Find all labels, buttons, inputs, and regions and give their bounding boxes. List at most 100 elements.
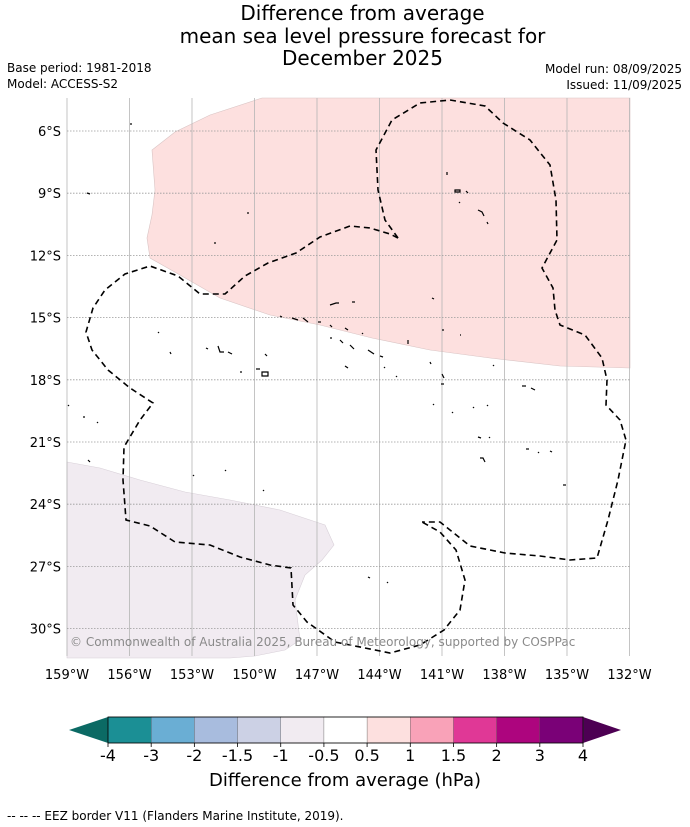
island-markers [67,123,566,584]
island-marker [454,189,461,193]
colorbar-tick-label: -0.5 [308,746,339,765]
island-marker [87,459,91,463]
longitude-label: 156°W [107,668,151,683]
island-marker [465,190,469,194]
colorbar-swatch [323,716,368,744]
colorbar-tick-label: -1.5 [222,746,253,765]
colorbar-tick-label: 3 [535,746,545,765]
eez-border-west [85,225,466,654]
latitude-label: 21°S [30,436,61,451]
island-marker [431,297,435,300]
island-marker [344,365,349,369]
longitude-label: 147°W [295,668,339,683]
island-marker [488,436,491,439]
island-marker [279,315,283,318]
colorbar: -4 -3 -2 -1.5 -1 -0.5 0.5 1 1.5 2 3 4 [69,716,621,765]
latitude-label: 30°S [30,623,61,638]
colorbar-swatch [539,716,584,744]
longitude-label: 159°W [45,668,89,683]
latitude-label: 27°S [30,560,61,575]
island-marker [486,404,489,407]
meta-left: Base period: 1981-2018 Model: ACCESS-S2 [7,60,152,92]
colorbar-tick-labels: -4 -3 -2 -1.5 -1 -0.5 0.5 1 1.5 2 3 4 [100,743,588,765]
colorbar-tick-label: 4 [578,746,588,765]
colorbar-label: Difference from average (hPa) [208,770,482,791]
title-line-2: mean sea level pressure forecast for [179,23,546,48]
island-marker [86,192,91,195]
island-marker [530,387,536,391]
colorbar-swatch [237,716,282,744]
title-line-3: December 2025 [282,46,443,70]
island-marker [367,576,371,579]
colorbar-tick-label: -4 [100,746,116,765]
island-marker [217,345,224,353]
colorbar-tick-label: 1.5 [441,746,466,765]
latitude-label: 12°S [30,249,61,264]
issued-text: Issued: 11/09/2025 [566,78,682,92]
colorbar-swatch [366,716,411,744]
colorbar-over-arrow [583,717,621,743]
longitude-label: 150°W [232,668,276,683]
colorbar-outline [107,716,584,744]
colorbar-swatch [453,716,498,744]
anomaly-regions [66,97,631,659]
eez-border-east [375,99,627,561]
colorbar-tick-label: 1 [405,746,415,765]
longitude-label: 144°W [357,668,401,683]
island-marker [339,339,344,344]
island-marker [291,317,299,321]
graticule [66,98,630,656]
longitude-label: 132°W [607,668,651,683]
island-marker [451,411,454,414]
colorbar-swatch [410,716,455,744]
island-marker [379,355,384,358]
island-marker [395,375,398,378]
colorbar-tick-label: -3 [143,746,159,765]
island-marker [349,344,355,350]
longitude-label: 153°W [170,668,214,683]
island-marker [441,373,445,379]
colorbar-swatches [107,716,584,744]
island-marker [361,332,364,335]
colorbar-under-arrow [69,717,108,743]
island-marker [344,327,349,331]
island-marker [383,366,386,369]
island-marker [192,474,195,477]
negative-anomaly-region [66,461,335,659]
latitude-labels: 6°S 9°S 12°S 15°S 18°S 21°S 24°S 27°S 30°S [30,125,61,638]
eez-borders [85,99,627,654]
model-text: Model: ACCESS-S2 [7,77,119,91]
colorbar-swatch [194,716,239,744]
latitude-label: 9°S [38,187,61,202]
colorbar-tick-label: 2 [492,746,502,765]
colorbar-tick-label: -1 [273,746,289,765]
island-marker [537,451,540,454]
island-marker [227,351,233,355]
latitude-label: 6°S [38,125,61,140]
model-run-text: Model run: 08/09/2025 [544,62,682,76]
island-marker [480,457,486,463]
island-marker [169,351,172,355]
colorbar-swatch [150,716,196,744]
island-marker [224,469,227,472]
colorbar-swatch [280,716,325,744]
island-marker [367,349,375,355]
island-marker [486,221,489,225]
island-marker [472,406,475,409]
copyright-notice: © Commonwealth of Australia 2025, Bureau… [70,635,575,649]
island-marker [549,450,553,453]
island-marker [264,353,268,357]
latitude-label: 24°S [30,498,61,513]
title-line-1: Difference from average [240,1,485,25]
island-marker [432,403,435,406]
longitude-label: 138°W [482,668,526,683]
island-marker [96,421,99,424]
colorbar-swatch [107,716,152,744]
island-marker [492,364,495,367]
island-marker [477,209,485,217]
longitude-labels: 159°W 156°W 153°W 150°W 147°W 144°W 141°W 138°W… [45,668,652,683]
colorbar-tick-label: -2 [186,746,202,765]
island-marker [261,371,269,377]
map-title: Difference from average mean sea level p… [0,2,690,70]
